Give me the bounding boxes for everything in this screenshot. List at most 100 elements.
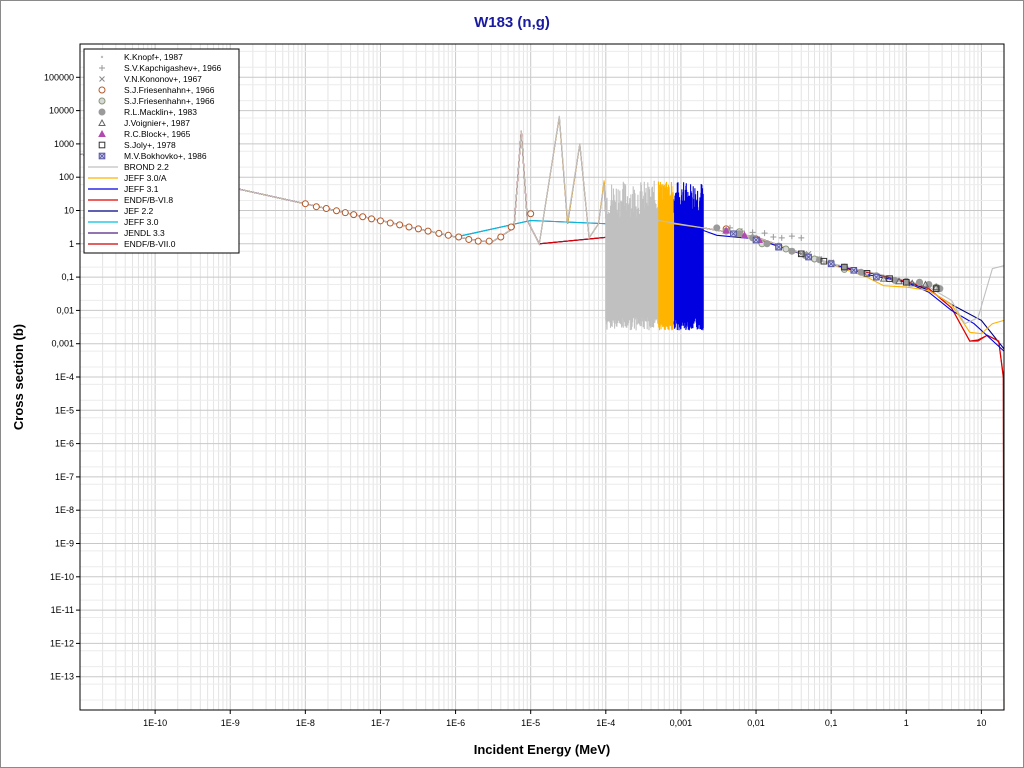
data-point [722, 226, 730, 234]
y-tick-label: 1E-4 [55, 372, 74, 382]
data-point [730, 230, 737, 238]
y-tick-label: 0,001 [51, 339, 74, 349]
data-point [775, 243, 782, 251]
y-tick-label: 0,1 [61, 272, 74, 282]
legend-label: M.V.Bokhovko+, 1986 [124, 151, 207, 161]
data-point [788, 233, 795, 240]
grid [79, 43, 1005, 711]
legend-label: JEFF 3.0/A [124, 173, 167, 183]
legend-label: R.C.Block+, 1965 [124, 129, 191, 139]
data-point [915, 279, 923, 287]
data-point [886, 275, 893, 282]
data-point [368, 215, 376, 223]
data-point [822, 261, 826, 264]
legend-label: JEFF 3.0 [124, 217, 159, 227]
data-point [932, 285, 940, 292]
data-point [301, 200, 309, 208]
x-tick-label: 1E-5 [521, 718, 540, 728]
data-point [341, 209, 349, 217]
data-point [805, 253, 812, 261]
data-point [865, 273, 869, 276]
y-tick-label: 10000 [49, 106, 74, 116]
legend-marker [98, 118, 106, 126]
data-point [932, 283, 941, 291]
legend-label: V.N.Kononov+, 1967 [124, 74, 202, 84]
chart-title: W183 (n,g) [474, 14, 550, 31]
x-tick-label: 1E-9 [221, 718, 240, 728]
legend-marker [99, 76, 105, 82]
y-tick-label: 1E-8 [55, 505, 74, 515]
legend-label: ENDF/B-VII.0 [124, 239, 176, 249]
legend-label: JEF 2.2 [124, 206, 154, 216]
y-tick-label: 1E-9 [55, 539, 74, 549]
y-tick-label: 1E-13 [50, 672, 74, 682]
legend-marker [98, 141, 106, 149]
legend-marker [98, 108, 106, 116]
x-tick-label: 1E-7 [371, 718, 390, 728]
series-resonances [657, 181, 675, 331]
x-tick-label: 1 [904, 718, 909, 728]
data-point [835, 264, 839, 267]
y-tick-label: 100000 [44, 72, 74, 82]
data-point [902, 278, 910, 286]
y-tick-label: 1E-10 [50, 572, 74, 582]
data-point [820, 257, 828, 265]
y-tick-label: 0,01 [56, 305, 74, 315]
data-point [761, 230, 768, 237]
y-tick-label: 1E-11 [51, 605, 74, 615]
series-resonances [673, 182, 704, 331]
data-point [921, 280, 930, 288]
data-point [474, 237, 482, 245]
y-tick-label: 1 [69, 239, 74, 249]
data-point [752, 236, 760, 244]
data-point [497, 233, 505, 241]
legend-label: JENDL 3.3 [124, 228, 165, 238]
data-point [840, 263, 848, 271]
data-point [908, 279, 917, 287]
data-point [424, 227, 432, 235]
y-tick-label: 1E-7 [55, 472, 74, 482]
data-point [882, 277, 885, 280]
data-point [485, 237, 493, 245]
x-tick-label: 1E-6 [446, 718, 465, 728]
data-point [735, 230, 743, 238]
data-point [444, 231, 452, 239]
data-point [897, 280, 901, 283]
x-tick-label: 1E-10 [143, 718, 167, 728]
data-point [770, 234, 777, 241]
legend-label: R.L.Macklin+, 1983 [124, 107, 197, 117]
data-point [396, 221, 404, 229]
legend-label: S.V.Kapchigashev+, 1966 [124, 63, 222, 73]
data-point [507, 223, 515, 231]
legend-label: J.Voignier+, 1987 [124, 118, 190, 128]
y-tick-label: 1000 [54, 139, 74, 149]
x-tick-label: 0,1 [825, 718, 838, 728]
legend-label: S.Joly+, 1978 [124, 140, 176, 150]
y-axis-label: Cross section (b) [11, 324, 26, 430]
data-point [333, 207, 341, 215]
data-point [841, 263, 848, 271]
data-point [749, 229, 756, 236]
data-point [740, 231, 749, 239]
data-point [713, 224, 721, 232]
data-point [827, 260, 835, 268]
experimental-points [301, 200, 944, 293]
data-point [322, 204, 330, 212]
legend-label: JEFF 3.1 [124, 184, 159, 194]
data-point [850, 267, 858, 274]
x-tick-label: 0,01 [747, 718, 765, 728]
x-tick-label: 1E-4 [596, 718, 615, 728]
data-point [879, 274, 888, 282]
data-point [465, 235, 473, 243]
legend-marker [98, 97, 106, 105]
legend-label: S.J.Friesenhahn+, 1966 [124, 96, 215, 106]
data-point [455, 233, 463, 241]
data-point [782, 245, 790, 253]
legend-label: ENDF/B-VI.8 [124, 195, 173, 205]
data-point [863, 270, 871, 277]
data-point [414, 225, 422, 233]
y-tick-label: 100 [59, 172, 74, 182]
data-point [386, 219, 394, 227]
